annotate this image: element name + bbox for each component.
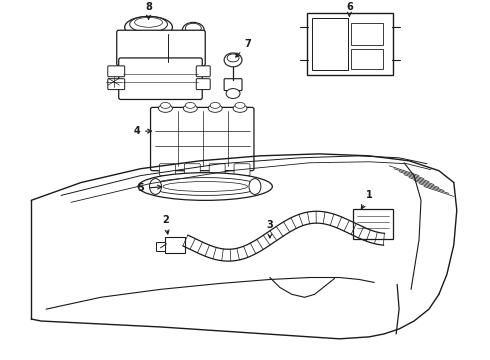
Ellipse shape <box>185 103 196 108</box>
Text: 4: 4 <box>133 126 151 136</box>
Text: 6: 6 <box>346 3 353 16</box>
Text: 3: 3 <box>267 220 273 238</box>
Ellipse shape <box>224 53 242 67</box>
Ellipse shape <box>227 54 239 62</box>
Ellipse shape <box>130 17 168 32</box>
Ellipse shape <box>226 89 240 99</box>
Text: 2: 2 <box>162 215 169 234</box>
Ellipse shape <box>138 173 272 201</box>
FancyBboxPatch shape <box>156 242 165 251</box>
FancyBboxPatch shape <box>312 18 348 70</box>
FancyBboxPatch shape <box>209 164 225 176</box>
FancyBboxPatch shape <box>119 58 202 99</box>
FancyBboxPatch shape <box>150 107 254 171</box>
Text: 1: 1 <box>362 190 373 209</box>
Ellipse shape <box>135 17 163 27</box>
FancyBboxPatch shape <box>196 66 210 77</box>
Ellipse shape <box>249 179 261 194</box>
FancyBboxPatch shape <box>234 164 250 176</box>
Ellipse shape <box>235 103 245 108</box>
Ellipse shape <box>233 104 247 112</box>
FancyBboxPatch shape <box>166 237 185 253</box>
FancyBboxPatch shape <box>351 23 383 45</box>
FancyBboxPatch shape <box>224 79 242 91</box>
Ellipse shape <box>210 103 220 108</box>
FancyBboxPatch shape <box>108 66 124 77</box>
Text: 5: 5 <box>137 184 161 193</box>
FancyBboxPatch shape <box>184 164 200 176</box>
Ellipse shape <box>150 177 260 195</box>
FancyBboxPatch shape <box>307 13 393 75</box>
Ellipse shape <box>161 103 171 108</box>
FancyBboxPatch shape <box>196 79 210 90</box>
FancyBboxPatch shape <box>117 30 205 66</box>
Ellipse shape <box>124 17 172 38</box>
Ellipse shape <box>149 179 162 194</box>
Ellipse shape <box>163 181 247 192</box>
FancyBboxPatch shape <box>351 49 383 69</box>
FancyBboxPatch shape <box>353 209 393 239</box>
Text: 8: 8 <box>145 3 152 19</box>
FancyBboxPatch shape <box>159 164 175 176</box>
FancyBboxPatch shape <box>108 79 124 90</box>
Ellipse shape <box>158 104 172 112</box>
Text: 7: 7 <box>236 39 251 57</box>
Ellipse shape <box>182 22 204 38</box>
Ellipse shape <box>183 104 197 112</box>
Ellipse shape <box>208 104 222 112</box>
Ellipse shape <box>185 23 201 33</box>
